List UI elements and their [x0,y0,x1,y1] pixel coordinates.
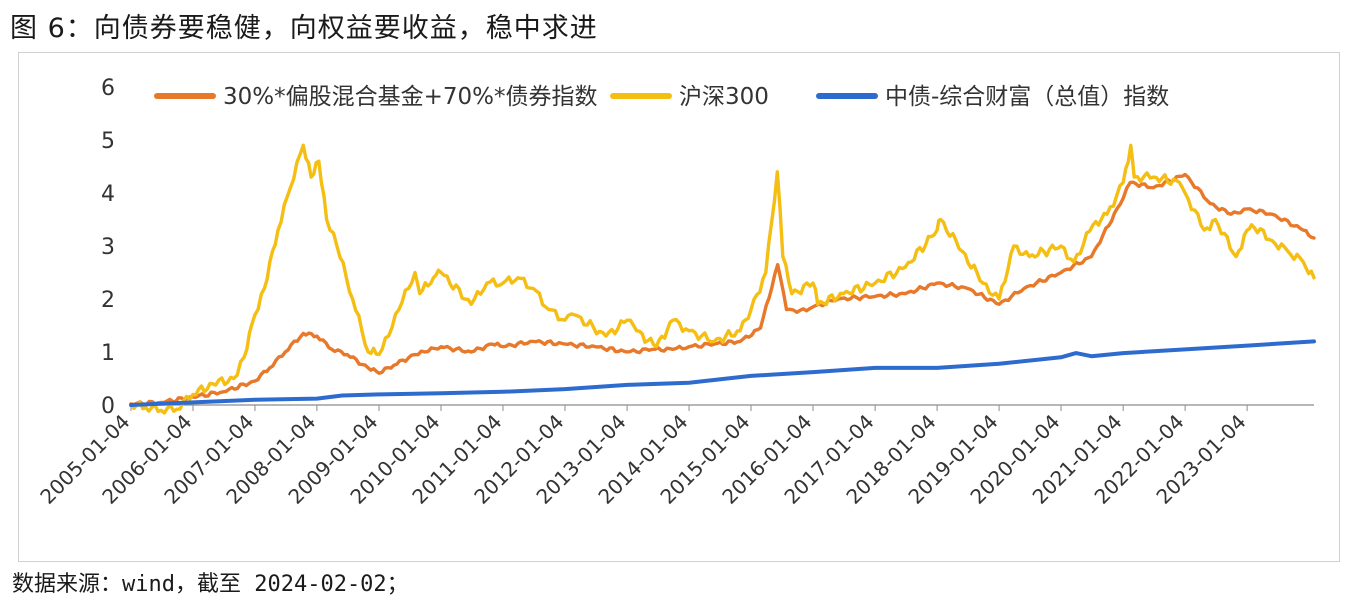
plot-area [129,143,1316,415]
series-line [129,339,1316,407]
y-axis: 0 1 2 3 4 5 6 [101,76,115,419]
y-tick-label: 0 [101,394,115,419]
y-tick-label: 5 [101,129,115,154]
y-tick-label: 6 [101,76,115,101]
y-tick-label: 4 [101,182,115,207]
y-tick-label: 2 [101,288,115,313]
y-tick-label: 3 [101,235,115,260]
series-line [129,143,1316,415]
legend-label: 沪深300 [679,84,769,110]
legend-label: 中债-综合财富（总值）指数 [885,84,1169,110]
source-note: 数据来源：wind，截至 2024-02-02； [12,572,409,597]
legend: 30%*偏股混合基金+70%*债券指数 沪深300 中债-综合财富（总值）指数 [154,84,1169,110]
x-axis: 2005-01-042006-01-042007-01-042008-01-04… [35,404,1314,509]
chart-panel: 30%*偏股混合基金+70%*债券指数 沪深300 中债-综合财富（总值）指数 0 1… [18,52,1340,562]
line-chart: 30%*偏股混合基金+70%*债券指数 沪深300 中债-综合财富（总值）指数 0 1… [35,76,1316,509]
legend-label: 30%*偏股混合基金+70%*债券指数 [223,84,598,110]
chart-title: 图 6：向债券要稳健，向权益要收益，稳中求进 [10,13,598,44]
series-line [129,172,1316,407]
y-tick-label: 1 [101,341,115,366]
